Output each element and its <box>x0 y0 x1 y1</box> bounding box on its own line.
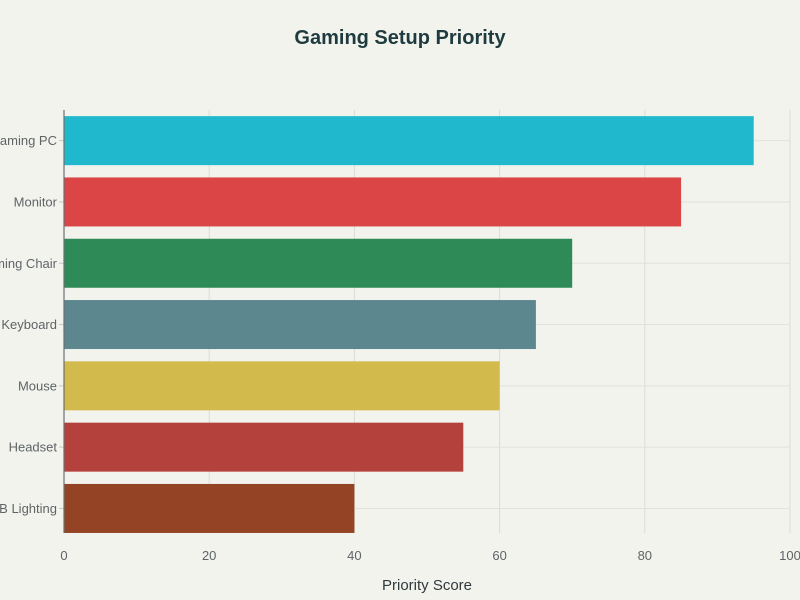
y-tick-label: Headset <box>9 440 58 455</box>
bar-rgb-lighting <box>64 483 355 533</box>
x-tick-label: 80 <box>638 548 652 563</box>
y-tick-label: Monitor <box>14 194 58 209</box>
x-tick-labels: 0 20 40 60 80 100 <box>60 548 800 563</box>
bars <box>64 116 754 533</box>
bar-keyboard <box>64 300 536 350</box>
x-tick-label: 100 <box>779 548 800 563</box>
bar-headset <box>64 422 464 472</box>
y-tick-label: Gaming PC <box>0 133 57 148</box>
y-tick-label: Gaming Chair <box>0 256 58 271</box>
y-tick-label: RGB Lighting <box>0 501 57 516</box>
y-tick-label: Keyboard <box>1 317 57 332</box>
bar-mouse <box>64 361 500 411</box>
bar-monitor <box>64 177 682 227</box>
x-axis-label: Priority Score <box>382 577 472 594</box>
x-tick-label: 40 <box>347 548 361 563</box>
chart-title: Gaming Setup Priority <box>294 27 506 49</box>
x-tick-label: 0 <box>60 548 67 563</box>
bar-gaming-pc <box>64 116 754 166</box>
bar-gaming-chair <box>64 238 573 288</box>
x-tick-label: 20 <box>202 548 216 563</box>
y-tick-labels: RGB Lighting Headset Mouse Keyboard Gaming C… <box>0 133 64 516</box>
x-tick-label: 60 <box>492 548 506 563</box>
y-tick-label: Mouse <box>18 378 57 393</box>
